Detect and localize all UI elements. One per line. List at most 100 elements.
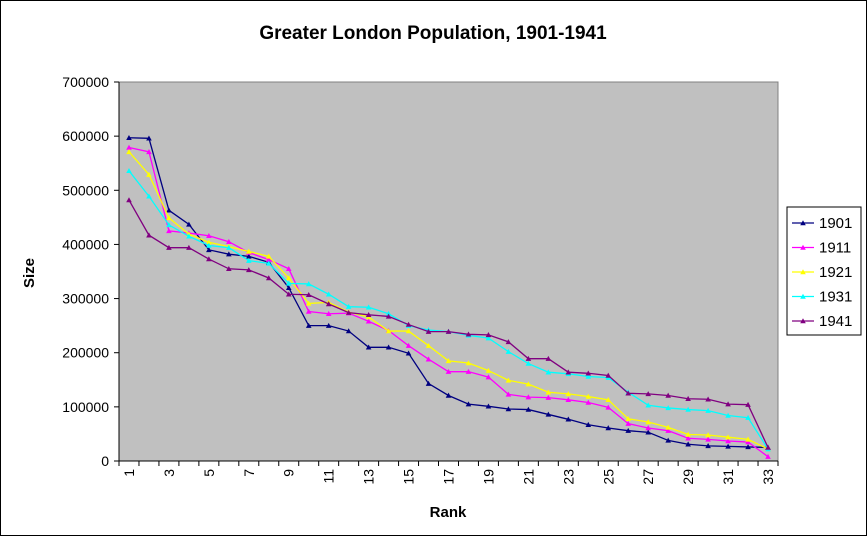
data-point-1901 xyxy=(226,251,232,257)
data-point-1941 xyxy=(305,291,312,298)
data-point-1921 xyxy=(525,381,532,387)
data-point-1901 xyxy=(745,444,751,450)
data-point-1941 xyxy=(705,396,711,402)
y-tick-label: 400000 xyxy=(62,236,109,252)
data-point-1921 xyxy=(485,367,492,373)
data-point-1931 xyxy=(645,402,651,408)
x-tick-label: 7 xyxy=(241,469,257,477)
data-point-1911 xyxy=(525,394,532,400)
x-tick-label: 9 xyxy=(281,469,297,477)
legend: 1901 1911 1921 1931 1941 xyxy=(786,206,862,336)
data-point-1921 xyxy=(725,434,731,440)
data-point-1911 xyxy=(206,232,212,239)
legend-box xyxy=(786,206,862,336)
data-point-1921 xyxy=(465,360,472,366)
data-point-1911 xyxy=(565,397,572,403)
data-point-1931 xyxy=(126,167,132,174)
x-tick-label: 5 xyxy=(201,469,217,477)
data-point-1901 xyxy=(445,392,452,398)
data-point-1921 xyxy=(126,149,132,155)
x-tick-label: 11 xyxy=(321,469,337,484)
data-point-1901 xyxy=(345,328,352,334)
data-point-1931 xyxy=(186,233,192,239)
x-tick-label: 25 xyxy=(600,469,616,485)
data-point-1931 xyxy=(166,222,172,228)
data-point-1901 xyxy=(465,401,472,407)
data-point-1921 xyxy=(265,253,272,259)
data-point-1901 xyxy=(425,380,432,386)
data-point-1921 xyxy=(385,328,392,334)
data-point-1931 xyxy=(705,407,711,413)
legend-marker-1921 xyxy=(800,269,806,275)
data-point-1941 xyxy=(285,291,292,297)
data-point-1911 xyxy=(425,356,432,362)
data-point-1941 xyxy=(166,244,172,250)
data-point-1911 xyxy=(725,438,731,444)
data-point-1911 xyxy=(485,374,492,380)
data-point-1901 xyxy=(545,411,552,417)
y-tick-label: 300000 xyxy=(62,291,109,307)
data-point-1931 xyxy=(325,291,332,297)
legend-marker-1941 xyxy=(800,318,806,324)
data-point-1911 xyxy=(126,144,132,150)
data-point-1911 xyxy=(226,238,232,244)
y-tick-label: 200000 xyxy=(62,345,109,361)
data-point-1911 xyxy=(705,436,711,442)
data-point-1931 xyxy=(505,348,512,354)
y-tick-label: 500000 xyxy=(62,182,109,198)
legend-marker-1901 xyxy=(800,220,806,226)
data-point-1931 xyxy=(226,244,232,250)
data-point-1901 xyxy=(565,416,572,422)
data-point-1901 xyxy=(505,406,512,412)
data-point-1911 xyxy=(625,420,632,426)
data-point-1901 xyxy=(126,134,132,141)
data-point-1901 xyxy=(725,443,731,449)
data-point-1941 xyxy=(485,332,492,338)
data-point-1941 xyxy=(645,391,651,397)
legend-label-1921: 1921 xyxy=(819,264,852,281)
data-point-1931 xyxy=(585,373,592,379)
data-point-1941 xyxy=(425,328,432,334)
y-tick-label: 0 xyxy=(101,453,109,469)
data-point-1941 xyxy=(405,321,412,327)
data-point-1911 xyxy=(146,149,152,155)
data-point-1911 xyxy=(645,425,651,431)
data-point-1921 xyxy=(605,397,612,403)
data-point-1901 xyxy=(485,403,492,409)
x-tick-label: 19 xyxy=(480,469,496,485)
legend-label-1931: 1931 xyxy=(819,289,852,306)
legend-marker-1931 xyxy=(800,293,806,299)
data-point-1931 xyxy=(246,257,252,263)
data-point-1911 xyxy=(325,310,332,316)
legend-label-1901: 1901 xyxy=(819,215,852,232)
data-point-1931 xyxy=(206,242,212,248)
y-tick-label: 600000 xyxy=(62,128,109,144)
data-point-1941 xyxy=(725,401,731,407)
data-point-1901 xyxy=(625,427,632,433)
y-tick-label: 700000 xyxy=(62,74,109,90)
y-axis-title: Size xyxy=(21,258,38,288)
data-point-1901 xyxy=(146,135,152,141)
data-point-1941 xyxy=(565,369,572,375)
data-point-1921 xyxy=(625,415,632,422)
data-point-1941 xyxy=(345,309,352,315)
data-point-1941 xyxy=(765,444,771,450)
data-point-1921 xyxy=(425,342,432,348)
data-point-1941 xyxy=(525,355,532,361)
data-point-1911 xyxy=(445,368,452,374)
data-point-1931 xyxy=(685,406,691,412)
x-tick-label: 23 xyxy=(560,469,576,485)
data-point-1941 xyxy=(385,313,392,319)
data-point-1901 xyxy=(605,425,612,431)
data-point-1921 xyxy=(685,431,691,437)
data-point-1901 xyxy=(246,253,252,259)
data-point-1911 xyxy=(305,308,312,314)
data-point-1911 xyxy=(505,391,512,397)
data-point-1931 xyxy=(545,369,552,375)
x-tick-label: 1 xyxy=(121,469,137,477)
data-point-1921 xyxy=(705,432,711,438)
data-point-1921 xyxy=(405,328,412,334)
data-point-1901 xyxy=(325,322,332,328)
data-point-1941 xyxy=(226,265,232,272)
